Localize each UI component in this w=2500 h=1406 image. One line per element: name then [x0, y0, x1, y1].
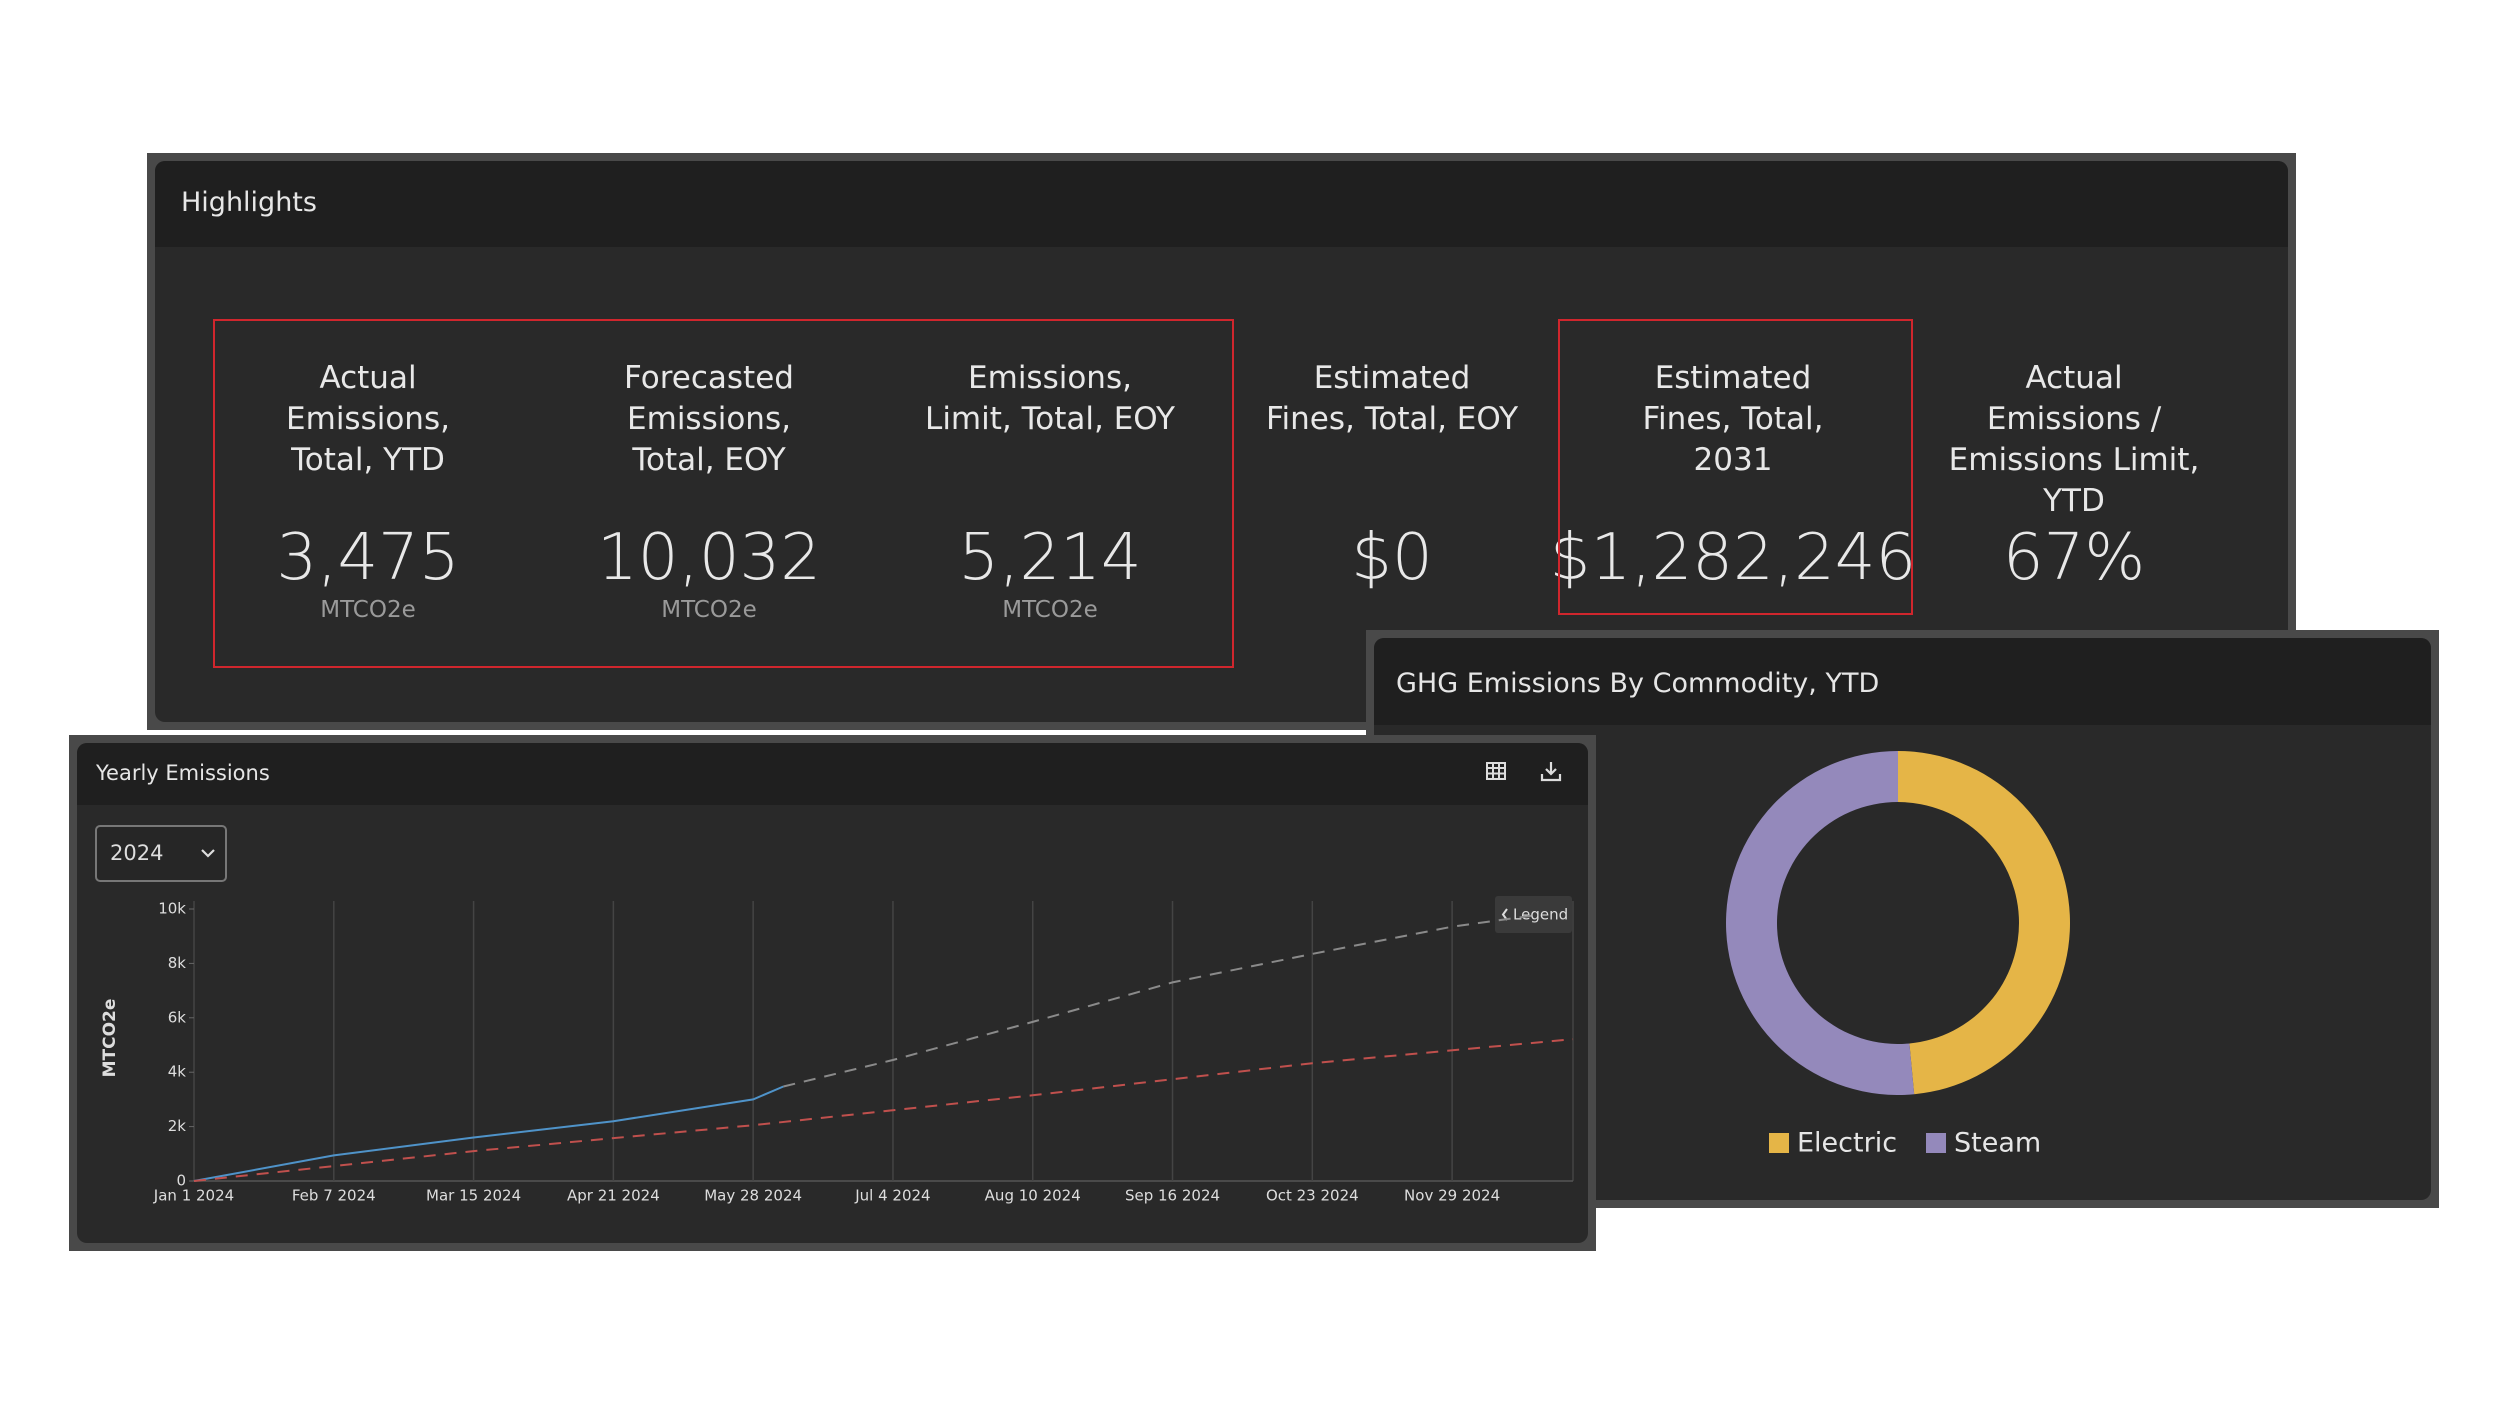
series-line [193, 1038, 1574, 1182]
chart-title: Yearly Emissions [96, 761, 270, 785]
highlights-header: Highlights [155, 161, 2288, 247]
kpi-label-line: YTD [2043, 483, 2105, 519]
x-tick-label: Nov 29 2024 [1404, 1187, 1500, 1205]
y-tick-label: 0 [176, 1172, 186, 1190]
x-tick-label: Mar 15 2024 [426, 1187, 521, 1205]
kpi-value: $0 [1351, 521, 1433, 595]
x-tick-label: Apr 21 2024 [567, 1187, 660, 1205]
kpi-value: 5,214 [958, 521, 1142, 595]
kpi-label-line: Estimated [1313, 360, 1471, 396]
kpi-label-line: Fines, Total, [1642, 401, 1824, 437]
yearly-header: Yearly Emissions [77, 743, 1588, 805]
select-chevron [201, 849, 215, 858]
kpi-label-line: Forecasted [624, 360, 794, 396]
series-line [193, 1085, 784, 1182]
kpi-value: 3,475 [276, 521, 460, 595]
select-box [95, 825, 227, 882]
y-tick-label: 4k [168, 1063, 187, 1081]
kpi-label-line: Actual [319, 360, 417, 396]
kpi-label: Emissions, Limit, Total, EOY [880, 358, 1220, 440]
legend-button[interactable]: Legend [1495, 896, 1572, 933]
x-tick-label: Oct 23 2024 [1266, 1187, 1359, 1205]
kpi-label-line: Emissions Limit, [1948, 442, 2200, 478]
icon-part [1540, 762, 1562, 782]
y-tick-label: 10k [158, 900, 186, 918]
select-value: 2024 [110, 841, 163, 865]
legend-label: Electric [1797, 1128, 1897, 1159]
kpi-label-line: Emissions, [286, 401, 450, 437]
series-line [783, 914, 1532, 1088]
legend-swatch [1769, 1133, 1789, 1153]
kpi-unit: MTCO2e [320, 597, 416, 623]
y-tick-label: 6k [168, 1008, 187, 1026]
x-tick-label: Aug 10 2024 [985, 1187, 1081, 1205]
kpi-label-line: Emissions, [968, 360, 1132, 396]
kpi-unit: MTCO2e [661, 597, 757, 623]
yearly-panel: Yearly Emissions 2024 Legend Jan 1 2024 F… [69, 735, 1596, 1251]
download-icon[interactable] [1540, 762, 1562, 782]
kpi-label-line: Estimated [1654, 360, 1812, 396]
legend-button-box [1495, 896, 1572, 933]
kpi-label-line: Total, EOY [632, 442, 786, 478]
x-tick-label: Sep 16 2024 [1125, 1187, 1220, 1205]
highlights-body: Highlights [155, 161, 2288, 722]
year-select[interactable]: 2024 [95, 825, 227, 882]
commodity-header: GHG Emissions By Commodity, YTD [1374, 638, 2431, 725]
kpi-value: 10,032 [597, 521, 821, 595]
chart-title: GHG Emissions By Commodity, YTD [1396, 668, 1880, 699]
highlights-title: Highlights [181, 187, 317, 218]
legend-button-label: Legend [1513, 906, 1568, 924]
kpi-label: Estimated Fines, Total, 2031 [1563, 358, 1903, 481]
x-tick-label: Feb 7 2024 [292, 1187, 376, 1205]
legend-label: Steam [1954, 1128, 2041, 1159]
highlight-box [1558, 319, 1913, 615]
kpi-label: Estimated Fines, Total, EOY [1222, 358, 1562, 440]
kpi-label: Actual Emissions / Emissions Limit, YTD [1904, 358, 2244, 522]
table-icon[interactable] [1486, 762, 1506, 780]
x-tick-label: Jul 4 2024 [854, 1187, 930, 1205]
donut-chart: Electric Steam [1726, 751, 2071, 1159]
kpi-label-line: Emissions / [1986, 401, 2162, 437]
y-tick-label: 8k [168, 954, 187, 972]
x-tick-label: Jan 1 2024 [153, 1187, 234, 1205]
kpi-label: Actual Emissions, Total, YTD [198, 358, 538, 481]
highlights-panel: Highlights [147, 153, 2296, 730]
kpi-label-line: Total, YTD [291, 442, 445, 478]
kpi-value: $1,282,246 [1549, 521, 1917, 595]
icon-part [1486, 762, 1506, 780]
kpi-label-line: Actual [2025, 360, 2123, 396]
kpi-label-line: Fines, Total, EOY [1265, 401, 1519, 437]
y-tick-label: 2k [168, 1117, 187, 1135]
kpi-label-line: Limit, Total, EOY [925, 401, 1175, 437]
legend-chevron [1501, 908, 1508, 921]
x-tick-label: May 28 2024 [704, 1187, 802, 1205]
donut-segment [1726, 751, 1915, 1095]
kpi-label-line: Emissions, [627, 401, 791, 437]
yearly-body: Yearly Emissions [77, 743, 1588, 1243]
y-axis-title: MTCO2e [100, 999, 120, 1078]
kpi-value: 67% [2002, 521, 2146, 595]
kpi-label-line: 2031 [1693, 442, 1773, 478]
legend-swatch [1926, 1133, 1946, 1153]
kpi-label: Forecasted Emissions, Total, EOY [539, 358, 879, 481]
kpi-unit: MTCO2e [1002, 597, 1098, 623]
highlight-box [213, 319, 1234, 668]
donut-segment [1898, 751, 2071, 1095]
line-chart: 2024 Legend Jan 1 2024 Feb 7 2024 Mar 15 2… [95, 762, 1574, 1205]
